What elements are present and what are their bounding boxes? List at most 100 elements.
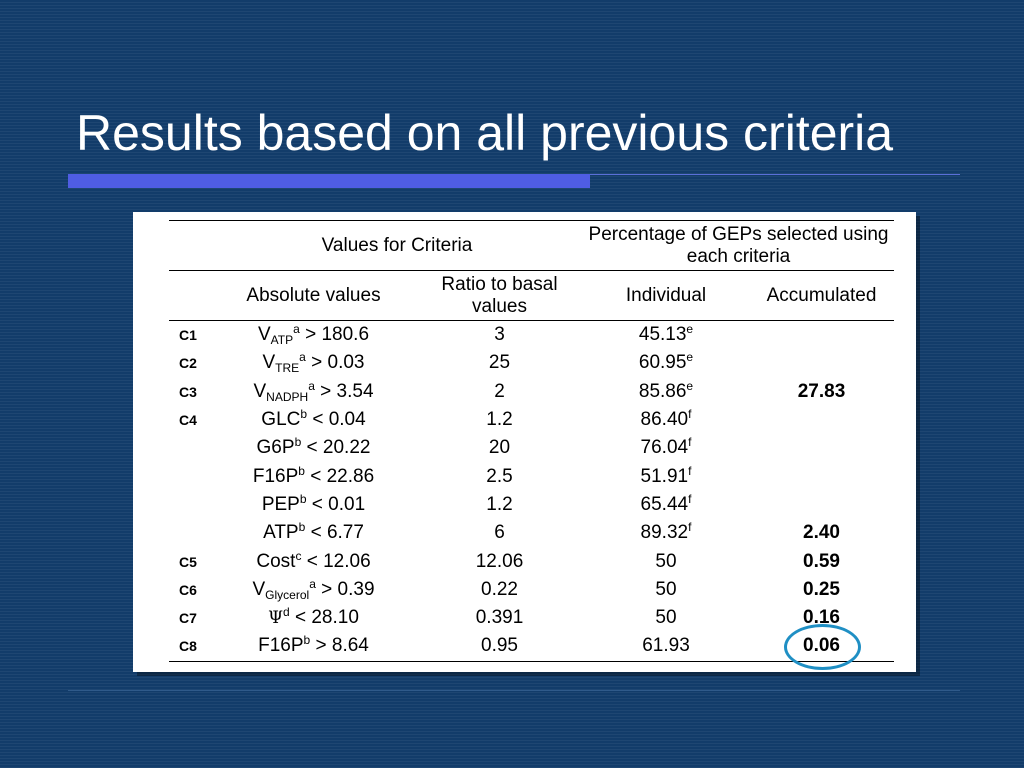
threshold: < 0.04 — [307, 409, 366, 431]
individual-number: 65.44 — [640, 493, 689, 515]
footnote-mark: b — [298, 520, 306, 535]
absolute-value: Costc < 12.06 — [211, 547, 416, 575]
criterion-id: C2 — [179, 355, 197, 372]
criterion-id: C5 — [179, 553, 197, 570]
footnote-mark: c — [295, 548, 302, 563]
variable-name: F16P — [252, 465, 299, 487]
table-row: C8 F16Pb > 8.64 0.95 61.93 0.06 — [169, 632, 895, 662]
footnote-mark: b — [303, 633, 311, 648]
threshold: > 180.6 — [299, 324, 370, 346]
variable-name: V — [253, 380, 267, 402]
absolute-value: VNADPHa > 3.54 — [211, 378, 416, 406]
slide-title: Results based on all previous criteria — [76, 105, 894, 161]
individual-number: 89.32 — [640, 522, 689, 544]
ratio-value: 1.2 — [486, 493, 513, 515]
footnote-mark: d — [283, 605, 290, 620]
individual-value: 60.95e — [583, 349, 749, 377]
footnote-mark: e — [686, 322, 694, 337]
criterion-id: C6 — [179, 581, 197, 598]
table-row: PEPb < 0.01 1.2 65.44f — [169, 491, 894, 519]
ratio-value: 0.22 — [481, 578, 518, 600]
footnote-mark: a — [299, 350, 306, 365]
table-row: C6 VGlycerola > 0.39 0.22 50 0.25 — [169, 576, 894, 604]
table-row: C4 GLCb < 0.04 1.2 86.40f — [169, 406, 894, 434]
individual-number: 86.40 — [640, 409, 689, 431]
individual-number: 50 — [655, 607, 677, 629]
accumulated-value: 0.25 — [803, 578, 840, 600]
individual-number: 45.13 — [638, 324, 687, 346]
accumulated-value: 0.59 — [803, 550, 840, 572]
individual-value: 50 — [583, 547, 749, 575]
variable-name: G6P — [256, 437, 295, 459]
criterion-id: C4 — [179, 412, 197, 429]
results-table: Values for Criteria Percentage of GEPs s… — [169, 220, 895, 662]
accumulated-value — [749, 349, 894, 377]
individual-value: 50 — [583, 576, 749, 604]
footnote-mark: b — [299, 491, 307, 506]
individual-number: 50 — [655, 550, 677, 572]
header-values-for-criteria: Values for Criteria — [211, 220, 583, 271]
header-absolute-values: Absolute values — [211, 270, 416, 321]
absolute-value: Ψd < 28.10 — [211, 604, 416, 632]
footnote-mark: f — [688, 407, 692, 422]
criterion-id — [169, 519, 211, 547]
header-row-1: Values for Criteria Percentage of GEPs s… — [169, 220, 895, 271]
threshold: < 20.22 — [301, 437, 371, 459]
criterion-id: C7 — [179, 610, 197, 627]
variable-subscript: TRE — [275, 361, 300, 376]
footnote-mark: f — [688, 520, 692, 535]
footnote-mark: f — [688, 491, 692, 506]
title-accent-bar — [68, 174, 590, 188]
footer-line — [68, 690, 960, 691]
variable-name: GLC — [261, 409, 301, 431]
accumulated-value — [749, 406, 894, 434]
table-row: ATPb < 6.77 6 89.32f 2.40 — [169, 519, 894, 547]
ratio-value: 2 — [494, 380, 505, 402]
results-table-panel: Values for Criteria Percentage of GEPs s… — [133, 212, 916, 672]
footnote-mark: b — [300, 407, 308, 422]
footnote-mark: f — [688, 463, 692, 478]
variable-name: V — [252, 578, 266, 600]
variable-subscript: Glycerol — [265, 587, 310, 602]
variable-subscript: ATP — [270, 333, 294, 348]
header-blank — [169, 220, 211, 271]
table-row: C1 VATPa > 180.6 3 45.13e — [169, 321, 894, 350]
criterion-id: C1 — [179, 327, 197, 344]
threshold: < 0.01 — [306, 493, 366, 515]
threshold: < 12.06 — [301, 550, 371, 572]
ratio-value: 25 — [488, 352, 511, 374]
threshold: < 6.77 — [305, 522, 364, 544]
criterion-id — [169, 491, 211, 519]
individual-value: 85.86e — [583, 378, 749, 406]
footnote-mark: a — [308, 378, 315, 393]
variable-subscript: NADPH — [266, 389, 309, 404]
absolute-value: PEPb < 0.01 — [211, 491, 416, 519]
variable-name: ATP — [263, 522, 299, 544]
criterion-id: C8 — [169, 632, 211, 662]
table-row: F16Pb < 22.86 2.5 51.91f — [169, 462, 894, 490]
header-blank — [169, 270, 211, 321]
absolute-value: F16Pb < 22.86 — [211, 462, 416, 490]
individual-number: 61.93 — [642, 635, 690, 657]
threshold: > 3.54 — [314, 380, 374, 402]
absolute-value: GLCb < 0.04 — [211, 406, 416, 434]
accumulated-value: 0.16 — [803, 607, 840, 629]
table-row: C2 VTREa > 0.03 25 60.95e — [169, 349, 894, 377]
header-individual: Individual — [583, 270, 749, 321]
header-percentage: Percentage of GEPs selected using each c… — [583, 220, 895, 271]
footnote-mark: f — [688, 435, 692, 450]
variable-name: Ψ — [268, 608, 284, 629]
variable-name: F16P — [258, 635, 304, 657]
table-row: C7 Ψd < 28.10 0.391 50 0.16 — [169, 604, 894, 632]
individual-number: 76.04 — [640, 437, 689, 459]
highlight-circle — [784, 624, 861, 670]
individual-value: 65.44f — [583, 491, 749, 519]
individual-value: 61.93 — [583, 632, 749, 662]
header-ratio-to-basal: Ratio to basal values — [416, 270, 583, 321]
footnote-mark: e — [686, 350, 694, 365]
absolute-value: F16Pb > 8.64 — [211, 632, 416, 662]
accumulated-value: 27.83 — [797, 380, 846, 402]
accumulated-value — [749, 321, 894, 350]
individual-value: 76.04f — [583, 434, 749, 462]
threshold: < 28.10 — [289, 607, 359, 629]
